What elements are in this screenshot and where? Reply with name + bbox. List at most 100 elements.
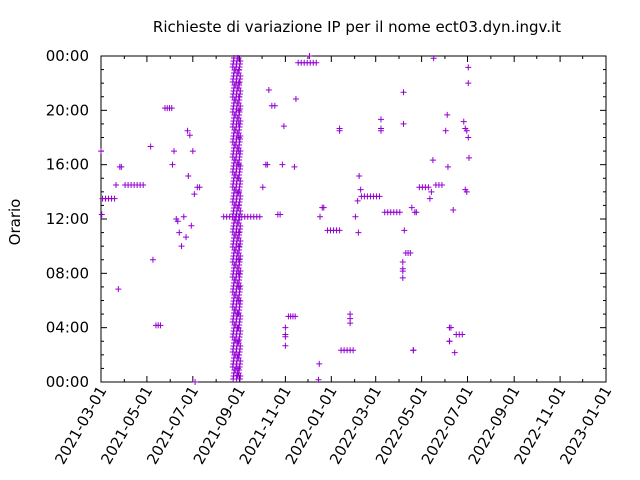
- data-point: [111, 195, 118, 202]
- data-point: [265, 86, 272, 93]
- data-point: [438, 182, 445, 189]
- data-point: [147, 143, 154, 150]
- data-point: [235, 148, 242, 155]
- data-point: [196, 184, 203, 191]
- data-point: [191, 191, 198, 198]
- data-point: [271, 102, 278, 109]
- data-point: [235, 243, 242, 250]
- y-axis: 00:00 04:00 08:00 12:00 16:00 20:00 00:00: [46, 47, 606, 391]
- data-point: [400, 89, 407, 96]
- data-point: [465, 64, 472, 71]
- data-point: [235, 175, 242, 182]
- data-point: [291, 163, 298, 170]
- y-axis-label: Orario: [6, 199, 24, 246]
- data-point: [444, 111, 451, 118]
- data-point: [235, 161, 242, 168]
- data-point: [315, 376, 322, 383]
- y-tick-label: 08:00: [46, 264, 89, 282]
- data-point: [98, 211, 105, 218]
- data-point: [176, 229, 183, 236]
- data-point: [235, 134, 242, 141]
- data-point: [460, 118, 467, 125]
- data-point: [264, 161, 271, 168]
- data-point: [320, 204, 327, 211]
- data-point: [234, 372, 241, 379]
- data-point: [408, 204, 415, 211]
- data-point: [313, 59, 320, 66]
- chart-title: Richieste di variazione IP per il nome e…: [153, 18, 561, 36]
- data-point: [446, 338, 453, 345]
- data-point: [234, 324, 241, 331]
- data-point: [407, 249, 414, 256]
- data-point: [183, 234, 190, 241]
- band-point: [236, 376, 243, 382]
- data-point: [174, 218, 181, 225]
- data-point: [459, 331, 466, 338]
- data-point: [235, 202, 242, 209]
- data-point: [282, 333, 289, 340]
- data-point: [377, 116, 384, 123]
- data-point: [356, 172, 363, 179]
- data-point: [376, 193, 383, 200]
- data-point: [316, 360, 323, 367]
- data-point: [169, 161, 176, 168]
- data-point: [185, 172, 192, 179]
- x-axis: 2021-03-012021-05-012021-07-012021-09-01…: [51, 56, 615, 468]
- y-tick-label: 12:00: [46, 210, 89, 228]
- data-point: [234, 311, 241, 318]
- data-point: [98, 148, 104, 155]
- data-point: [282, 342, 289, 349]
- data-point: [430, 55, 437, 62]
- data-point: [140, 182, 147, 189]
- data-point: [451, 349, 458, 356]
- data-point: [168, 105, 175, 112]
- data-point: [410, 347, 417, 354]
- data-point: [282, 324, 289, 331]
- data-point: [184, 127, 191, 134]
- data-point: [235, 107, 242, 114]
- data-point: [336, 227, 343, 234]
- y-tick-label: 00:00: [46, 47, 89, 65]
- data-point: [234, 351, 241, 358]
- data-point: [171, 148, 178, 155]
- data-point: [180, 213, 187, 220]
- data-point: [277, 211, 284, 218]
- data-point: [234, 365, 241, 372]
- data-point: [336, 127, 343, 134]
- data-point: [399, 259, 406, 266]
- data-point: [235, 93, 242, 100]
- data-point: [377, 127, 384, 134]
- data-point: [401, 227, 408, 234]
- data-point: [292, 313, 299, 320]
- data-point: [413, 209, 420, 216]
- data-point: [355, 229, 362, 236]
- data-point: [235, 229, 242, 236]
- data-point: [234, 338, 241, 345]
- data-point: [426, 195, 433, 202]
- data-point: [396, 209, 403, 216]
- y-tick-label: 04:00: [46, 319, 89, 337]
- data-point: [256, 213, 263, 220]
- data-point: [450, 206, 457, 213]
- data-point: [354, 197, 361, 204]
- data-point: [235, 283, 242, 290]
- data-point: [235, 66, 242, 73]
- y-tick-label: 20:00: [46, 101, 89, 119]
- data-point: [235, 120, 242, 127]
- data-point: [399, 274, 406, 281]
- data-point: [192, 379, 199, 385]
- data-point: [357, 186, 364, 193]
- data-point: [465, 134, 472, 141]
- data-point: [429, 157, 436, 164]
- data-point: [280, 123, 287, 130]
- data-point: [428, 188, 435, 195]
- data-point: [347, 320, 354, 327]
- data-point: [115, 286, 122, 293]
- data-point: [157, 322, 164, 329]
- data-point: [178, 243, 185, 250]
- data-point: [149, 256, 156, 263]
- data-point: [399, 265, 406, 272]
- data-point: [425, 184, 432, 191]
- y-tick-label: 00:00: [46, 373, 89, 391]
